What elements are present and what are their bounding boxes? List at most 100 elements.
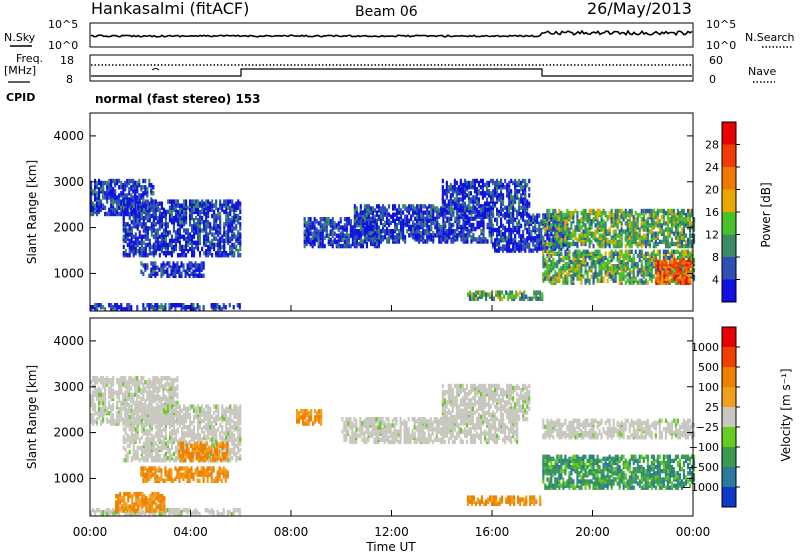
range-cell bbox=[670, 237, 673, 243]
range-cell bbox=[566, 219, 569, 224]
range-cell bbox=[502, 207, 505, 212]
range-cell bbox=[400, 222, 403, 228]
range-cell bbox=[156, 205, 159, 210]
range-cell bbox=[488, 180, 491, 186]
beam-title: Beam 06 bbox=[355, 4, 418, 20]
range-cell bbox=[410, 214, 413, 219]
range-cell bbox=[464, 224, 467, 230]
range-cell bbox=[582, 259, 585, 265]
range-cell bbox=[512, 205, 515, 210]
range-cell bbox=[183, 209, 186, 215]
range-cell bbox=[152, 242, 155, 248]
range-cell bbox=[644, 278, 647, 283]
range-cell bbox=[422, 229, 425, 234]
range-cell bbox=[239, 246, 242, 252]
range-cell bbox=[562, 255, 565, 261]
range-cell bbox=[201, 220, 204, 225]
range-cell bbox=[162, 242, 165, 248]
range-cell bbox=[546, 259, 549, 265]
range-cell bbox=[524, 211, 527, 217]
range-cell bbox=[236, 303, 239, 308]
range-cell bbox=[156, 215, 159, 221]
range-cell bbox=[235, 244, 238, 250]
range-cell bbox=[404, 204, 407, 209]
range-cell bbox=[654, 210, 657, 216]
range-cell bbox=[518, 234, 521, 239]
range-cell bbox=[110, 382, 113, 387]
range-cell bbox=[160, 242, 163, 248]
range-cell bbox=[164, 215, 167, 221]
range-cell bbox=[628, 249, 631, 254]
range-cell bbox=[528, 219, 531, 224]
range-cell bbox=[518, 240, 521, 245]
range-cell bbox=[526, 244, 529, 249]
range-cell bbox=[136, 201, 139, 206]
range-cell bbox=[307, 217, 310, 222]
range-cell bbox=[122, 213, 125, 219]
range-cell bbox=[678, 235, 681, 240]
range-cell bbox=[622, 276, 625, 281]
range-cell bbox=[602, 208, 605, 214]
range-cell bbox=[687, 237, 690, 243]
range-cell bbox=[398, 216, 401, 221]
range-cell bbox=[504, 185, 507, 190]
range-cell bbox=[552, 274, 555, 279]
range-cell bbox=[475, 199, 478, 204]
range-cell bbox=[168, 307, 171, 312]
range-cell bbox=[112, 187, 115, 192]
range-cell bbox=[662, 237, 665, 243]
range-cell bbox=[130, 244, 133, 250]
range-cell bbox=[644, 264, 647, 269]
range-cell bbox=[447, 199, 450, 204]
range-cell bbox=[140, 269, 143, 274]
range-cell bbox=[164, 209, 167, 215]
range-cell bbox=[126, 197, 129, 202]
range-cell bbox=[445, 203, 448, 208]
range-cell bbox=[469, 180, 472, 186]
range-cell bbox=[657, 272, 660, 277]
range-cell bbox=[678, 251, 681, 256]
range-cell bbox=[191, 234, 194, 239]
range-cell bbox=[564, 225, 567, 230]
range-cell bbox=[166, 222, 169, 227]
range-cell bbox=[570, 221, 573, 226]
range-cell bbox=[398, 210, 401, 215]
range-cell bbox=[498, 193, 501, 198]
range-cell bbox=[319, 217, 322, 222]
range-cell bbox=[136, 213, 139, 219]
range-cell bbox=[484, 201, 487, 206]
range-cell bbox=[496, 178, 499, 184]
range-cell bbox=[451, 185, 454, 190]
range-cell bbox=[335, 239, 338, 245]
range-cell bbox=[453, 178, 456, 184]
range-cell bbox=[666, 249, 669, 254]
range-cell bbox=[594, 215, 597, 220]
range-cell bbox=[215, 199, 218, 204]
range-cell bbox=[384, 220, 387, 226]
range-cell bbox=[524, 191, 527, 196]
range-cell bbox=[685, 249, 688, 254]
colorbar-swatch bbox=[722, 234, 736, 258]
range-cell bbox=[132, 178, 135, 184]
range-cell bbox=[317, 237, 320, 243]
range-cell bbox=[94, 376, 97, 381]
range-cell bbox=[216, 303, 219, 308]
range-cell bbox=[682, 221, 685, 226]
range-cell bbox=[329, 219, 332, 224]
range-cell bbox=[510, 240, 513, 245]
range-cell bbox=[162, 261, 165, 266]
range-cell bbox=[124, 211, 127, 217]
range-cell bbox=[112, 406, 115, 412]
range-cell bbox=[136, 180, 139, 186]
range-cell bbox=[554, 262, 557, 267]
range-cell bbox=[638, 212, 641, 218]
range-cell bbox=[490, 239, 493, 244]
range-cell bbox=[124, 180, 127, 186]
range-cell bbox=[596, 208, 599, 214]
range-cell bbox=[400, 208, 403, 213]
range-cell bbox=[112, 211, 115, 217]
range-cell bbox=[472, 216, 475, 221]
range-cell bbox=[590, 251, 593, 256]
range-cell bbox=[122, 197, 125, 202]
range-cell bbox=[504, 211, 507, 217]
